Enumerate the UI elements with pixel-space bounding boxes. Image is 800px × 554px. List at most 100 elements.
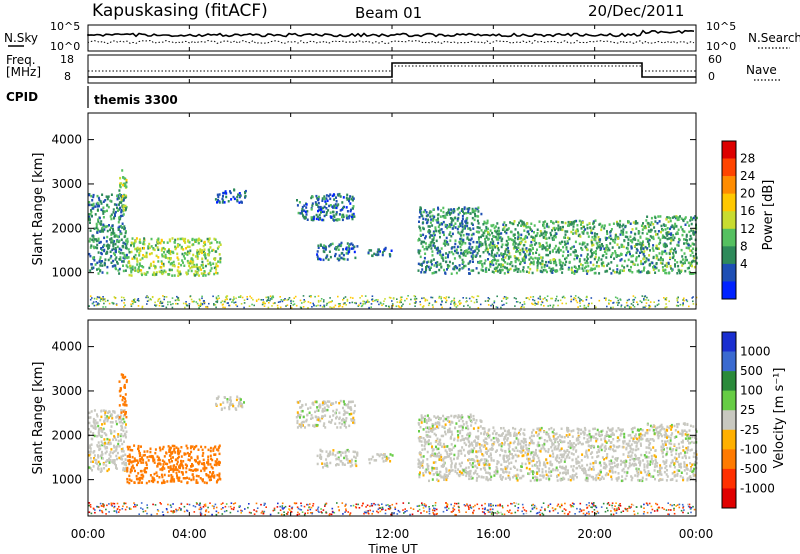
echo-cell (104, 258, 107, 261)
echo-cell (108, 438, 111, 442)
echo-cell (515, 267, 518, 270)
echo-cell (101, 248, 104, 252)
echo-cell (654, 271, 657, 274)
echo-cell (513, 269, 516, 272)
echo-cell (378, 454, 381, 458)
echo-cell (594, 267, 596, 270)
echo-cell (352, 199, 354, 202)
echo-cell (348, 424, 351, 428)
echo-cell (453, 303, 456, 305)
echo-cell (124, 466, 127, 470)
echo-cell (683, 261, 686, 264)
echo-cell (137, 305, 140, 307)
echo-cell (99, 300, 102, 302)
echo-cell (169, 480, 172, 483)
echo-cell (203, 468, 206, 472)
echo-cell (177, 271, 180, 274)
echo-cell (184, 237, 187, 241)
echo-cell (432, 238, 435, 241)
echo-cell (556, 295, 558, 298)
echo-cell (307, 307, 309, 309)
echo-cell (470, 477, 473, 480)
echo-cell (431, 272, 434, 275)
echo-cell (445, 224, 448, 227)
echo-cell (171, 268, 173, 272)
echo-cell (194, 445, 196, 449)
echo-cell (351, 195, 354, 199)
echo-cell (113, 216, 116, 219)
echo-cell (666, 231, 669, 234)
echo-cell (423, 248, 426, 251)
echo-cell (579, 298, 581, 300)
echo-cell (131, 449, 134, 452)
echo-cell (692, 296, 694, 298)
echo-cell (193, 468, 196, 472)
echo-cell (302, 306, 305, 308)
echo-cell (175, 446, 178, 449)
echo-cell (304, 210, 307, 214)
echo-cell (295, 304, 298, 307)
echo-cell (192, 469, 195, 472)
echo-cell (210, 457, 213, 461)
echo-cell (201, 249, 204, 252)
echo-cell (107, 468, 110, 471)
echo-cell (433, 215, 436, 218)
echo-cell (339, 399, 342, 403)
echo-cell (383, 300, 385, 302)
echo-cell (664, 264, 667, 267)
echo-cell (605, 252, 608, 255)
echo-cell (453, 210, 456, 213)
echo-cell (401, 305, 403, 307)
echo-cell (229, 403, 232, 406)
echo-cell (226, 398, 229, 401)
echo-cell (477, 450, 480, 453)
echo-cell (137, 461, 140, 465)
echo-cell (695, 256, 698, 260)
echo-cell (429, 215, 432, 218)
echo-cell (459, 473, 462, 476)
echo-cell (96, 462, 99, 465)
echo-cell (447, 429, 449, 432)
echo-cell (589, 269, 592, 272)
echo-cell (656, 222, 659, 225)
echo-cell (448, 296, 450, 299)
echo-cell (203, 271, 206, 274)
echo-cell (341, 218, 344, 222)
echo-cell (461, 446, 464, 449)
echo-cell (161, 262, 163, 265)
echo-cell (688, 224, 691, 227)
echo-cell (123, 197, 126, 200)
echo-cell (684, 223, 687, 226)
echo-cell (683, 252, 686, 255)
echo-cell (440, 458, 443, 462)
echo-cell (111, 239, 114, 242)
echo-cell (597, 265, 600, 268)
echo-cell (118, 416, 121, 419)
echo-cell (113, 450, 116, 453)
echo-cell (431, 304, 434, 306)
echo-cell (167, 301, 169, 303)
echo-cell (100, 252, 103, 256)
echo-cell (598, 243, 601, 247)
echo-cell (142, 254, 145, 257)
echo-cell (549, 250, 552, 254)
echo-cell (286, 299, 288, 301)
echo-cell (228, 404, 231, 407)
echo-cell (593, 251, 595, 254)
echo-cell (570, 298, 573, 301)
echo-cell (606, 249, 609, 252)
echo-cell (477, 222, 480, 225)
echo-cell (459, 415, 462, 418)
echo-cell (146, 450, 149, 453)
echo-cell (684, 255, 687, 259)
echo-cell (120, 248, 123, 252)
echo-cell (90, 410, 93, 413)
echo-cell (546, 248, 549, 252)
echo-cell (526, 222, 529, 225)
echo-cell (472, 414, 475, 418)
echo-cell (555, 250, 558, 254)
echo-cell (537, 297, 540, 300)
echo-cell (191, 258, 194, 261)
echo-cell (603, 297, 606, 299)
echo-cell (605, 238, 608, 241)
